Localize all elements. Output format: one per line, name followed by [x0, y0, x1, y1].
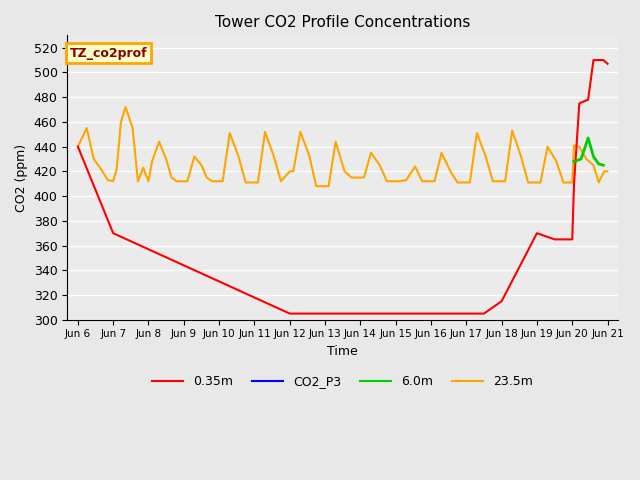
X-axis label: Time: Time [327, 345, 358, 358]
Title: Tower CO2 Profile Concentrations: Tower CO2 Profile Concentrations [215, 15, 470, 30]
Text: TZ_co2prof: TZ_co2prof [70, 47, 148, 60]
Y-axis label: CO2 (ppm): CO2 (ppm) [15, 144, 28, 212]
Legend: 0.35m, CO2_P3, 6.0m, 23.5m: 0.35m, CO2_P3, 6.0m, 23.5m [147, 370, 538, 393]
